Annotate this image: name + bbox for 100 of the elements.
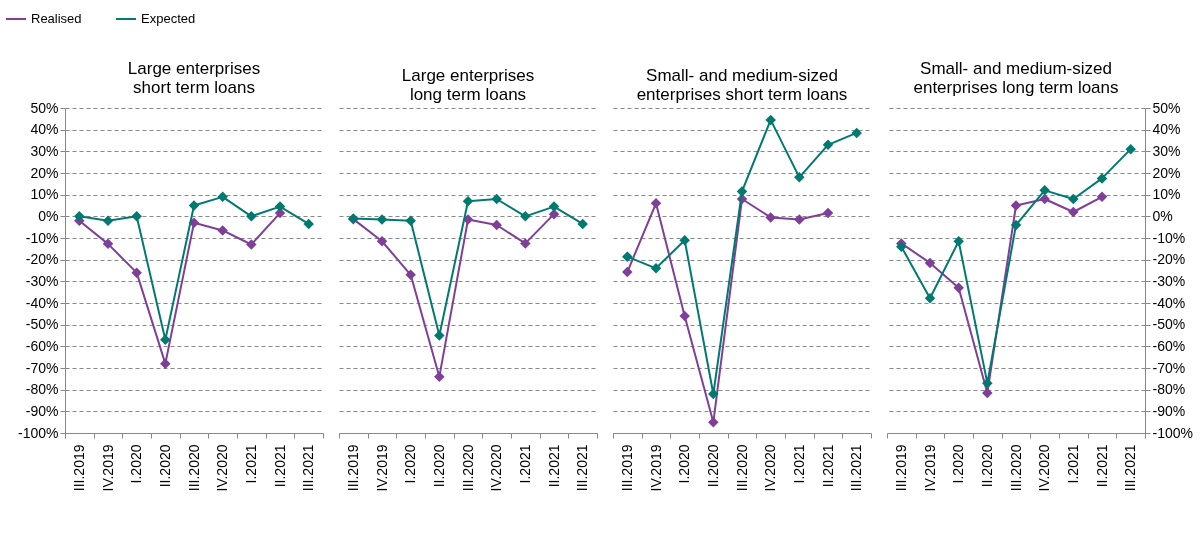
point (650, 263, 662, 274)
point (679, 310, 690, 322)
point (1010, 219, 1022, 231)
legend-label: Expected (141, 11, 196, 26)
x-tick-label: II.2021 (819, 444, 836, 488)
y-tick-label: 20% (30, 164, 59, 181)
y-tick-label: 40% (30, 121, 59, 138)
point (953, 236, 964, 247)
point (736, 186, 748, 197)
x-tick-label: II.2021 (271, 444, 288, 488)
y2-tick-label: -60% (1152, 337, 1186, 354)
point (851, 127, 862, 139)
x-tick-label: III.2021 (574, 444, 591, 492)
x-tick-label: III.2021 (848, 444, 865, 492)
x-tick-label: IV.2019 (647, 444, 664, 492)
y-tick-label: -20% (25, 251, 59, 268)
x-tick-label: I.2021 (516, 444, 533, 484)
point (1068, 193, 1079, 205)
point (822, 207, 834, 219)
y2-tick-label: -20% (1152, 251, 1186, 268)
y2-tick-label: -70% (1152, 359, 1186, 376)
x-tick-label: II.2020 (704, 444, 721, 488)
point (274, 201, 286, 212)
y-tick-label: 30% (30, 142, 59, 159)
y-tick-label: -40% (25, 294, 59, 311)
x-tick-label: III.2019 (618, 444, 635, 492)
point (1096, 191, 1108, 203)
point (953, 282, 964, 294)
x-tick-label: III.2020 (733, 444, 750, 492)
point (217, 225, 228, 236)
point (822, 139, 834, 151)
x-tick-label: I.2021 (242, 444, 259, 484)
x-tick-label: II.2020 (978, 444, 995, 488)
y-tick-label: -10% (25, 229, 59, 246)
point (1039, 185, 1050, 196)
point (434, 330, 445, 341)
point (491, 193, 502, 205)
point (74, 211, 85, 222)
x-tick-label: IV.2020 (762, 444, 779, 492)
y-tick-label: -80% (25, 381, 59, 398)
point (160, 334, 171, 346)
y2-tick-label: -30% (1152, 272, 1186, 289)
point (376, 214, 388, 225)
y2-tick-label: 30% (1152, 142, 1181, 159)
point (102, 215, 114, 226)
x-tick-label: I.2020 (402, 444, 419, 484)
x-tick-label: III.2020 (1007, 444, 1024, 492)
point (924, 292, 936, 304)
point (131, 267, 142, 278)
chart-title: Small- and medium-sized enterprises short term loans (636, 66, 848, 104)
y-tick-label: 0% (38, 207, 59, 224)
point (622, 251, 633, 262)
x-tick-label: II.2021 (1093, 444, 1110, 488)
point (491, 219, 502, 231)
x-tick-label: IV.2020 (1036, 444, 1053, 492)
point (765, 114, 776, 126)
x-tick-label: III.2020 (185, 444, 202, 492)
y-tick-label: -90% (25, 402, 59, 419)
point (650, 198, 662, 209)
x-tick-label: I.2021 (1064, 444, 1081, 484)
y-tick-label: 50% (30, 99, 59, 116)
point (405, 215, 416, 226)
legend-label: Realised (31, 11, 82, 26)
y2-tick-label: -90% (1152, 402, 1186, 419)
y2-tick-label: -50% (1152, 316, 1186, 333)
point (924, 257, 936, 269)
point (188, 200, 200, 211)
x-tick-label: II.2020 (156, 444, 173, 488)
point (794, 172, 805, 183)
point (548, 201, 560, 212)
point (131, 211, 142, 222)
x-tick-label: IV.2020 (488, 444, 505, 492)
x-tick-label: I.2021 (790, 444, 807, 484)
y-tick-label: -70% (25, 359, 59, 376)
point (1125, 143, 1136, 155)
x-tick-label: III.2019 (344, 444, 361, 492)
point (794, 214, 805, 225)
point (520, 211, 531, 222)
chart-title: Large enterprises short term loans (127, 59, 261, 97)
y-tick-label: -60% (25, 337, 59, 354)
point (303, 218, 314, 230)
x-tick-label: III.2019 (70, 444, 87, 492)
y2-tick-label: 20% (1152, 164, 1181, 181)
x-tick-label: I.2020 (950, 444, 967, 484)
x-tick-label: IV.2019 (921, 444, 938, 492)
point (1096, 173, 1108, 184)
x-tick-label: II.2021 (545, 444, 562, 488)
x-tick-label: I.2020 (128, 444, 145, 484)
y-tick-label: -30% (25, 272, 59, 289)
y-tick-label: -100% (18, 424, 59, 441)
point (102, 238, 114, 250)
point (217, 191, 228, 203)
point (622, 266, 633, 278)
chart-title: Small- and medium-sized enterprises long term loans (913, 59, 1119, 97)
y2-tick-label: -80% (1152, 381, 1186, 398)
x-tick-label: IV.2020 (214, 444, 231, 492)
y-tick-label: -50% (25, 316, 59, 333)
point (376, 236, 388, 247)
point (434, 371, 445, 382)
point (188, 217, 200, 229)
